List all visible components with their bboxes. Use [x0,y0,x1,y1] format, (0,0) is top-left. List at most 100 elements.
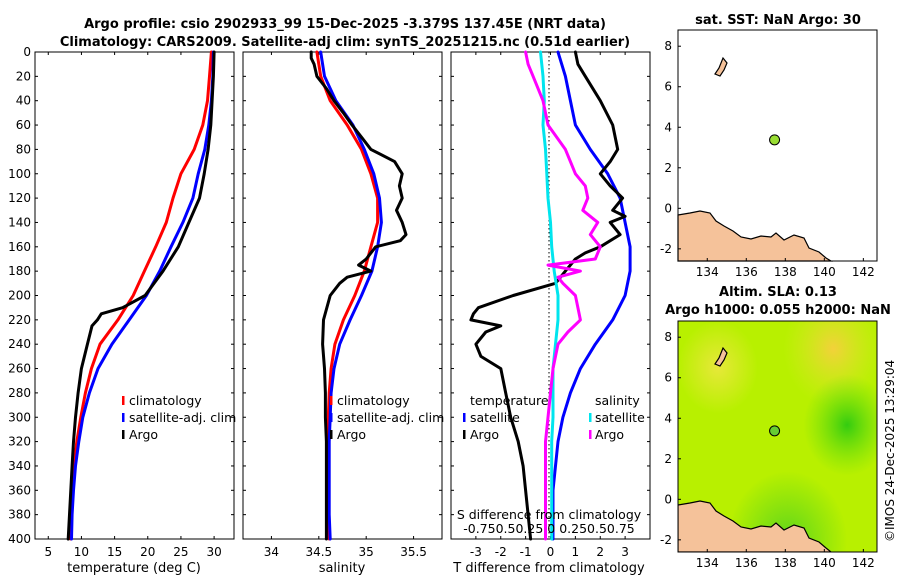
depth-tick-label: 100 [8,167,31,181]
legend-temperature-satellite-swatch [463,413,466,422]
sst-argo-location-marker [769,134,781,146]
difference-xtick-label: 2 [596,545,604,559]
sla-lat-tick-label: -2 [660,533,672,547]
difference-series-t-argo [469,50,627,541]
depth-tick-label: 160 [8,240,31,254]
difference-xtick-label: 1 [572,545,580,559]
s-difference-label: S difference from climatology [457,507,642,522]
depth-tick-label: 120 [8,191,31,205]
sst-lon-tick-label: 142 [852,265,875,279]
temperature-series-climatology [69,50,213,541]
sst-lon-tick-label: 140 [813,265,836,279]
temperature-xtick-label: 25 [173,545,188,559]
sla-lat-tick-label: 2 [664,452,672,466]
sst-island [714,56,728,77]
depth-tick-label: 20 [16,69,31,83]
sla-map-title-1: Altim. SLA: 0.13 [719,285,837,300]
salinity-xtick-label: 34 [264,545,279,559]
depth-tick-label: 80 [16,142,31,156]
temperature-legend-argo-swatch [122,430,125,439]
legend-temperature-satellite: satellite [470,410,520,425]
salinity-legend-argo: Argo [337,427,366,442]
sst-land-mass [677,210,834,262]
difference-series-t-satellite [551,50,632,541]
sst-lat-tick-label: 8 [664,39,672,53]
title-line-2: Climatology: CARS2009. Satellite-adj cli… [60,35,630,50]
legend-salinity-title: salinity [595,393,640,408]
difference-xlabel: T difference from climatology [452,561,645,576]
temperature-legend-satellite-swatch [122,413,125,422]
temperature-legend-climatology-swatch [122,396,125,405]
sst-lat-tick-label: -2 [660,242,672,256]
difference-panel: -3 -2 -1 0 1 2 3 T difference from climatology… [450,50,651,576]
depth-tick-label: 380 [8,508,31,522]
sla-map-panel: Altim. SLA: 0.13 Argo h1000: 0.055 h2000… [660,285,891,570]
depth-tick-label: 280 [8,386,31,400]
depth-tick-label: 200 [8,289,31,303]
depth-tick-label: 140 [8,215,31,229]
sla-lat-tick-label: 4 [664,411,672,425]
sla-lon-tick-label: 138 [774,556,797,570]
legend-salinity-satellite: satellite [595,410,645,425]
temperature-xtick-label: 30 [206,545,221,559]
salinity-legend-argo-swatch [330,430,333,439]
salinity-legend-climatology: climatology [337,393,410,408]
difference-series-s-satellite [539,50,560,541]
depth-tick-label: 60 [16,118,31,132]
legend-temperature-argo-swatch [463,430,466,439]
difference-xtick-label: 0 [547,545,555,559]
sla-lon-tick-label: 142 [852,556,875,570]
sst-map-title: sat. SST: NaN Argo: 30 [695,13,861,28]
sla-map-box [677,320,878,553]
temperature-panel: 0 20 40 60 80 100 120 140 160 180 200 220 240 260 280 3… [8,45,236,576]
salinity-xtick-label: 34.5 [305,545,332,559]
salinity-xtick-label: 35 [359,545,374,559]
sst-lat-tick-label: 2 [664,161,672,175]
depth-tick-label: 300 [8,410,31,424]
sst-lat-tick-label: 0 [664,201,672,215]
depth-tick-label: 340 [8,459,31,473]
temperature-xlabel: temperature (deg C) [67,561,201,576]
salinity-legend-satellite-swatch [330,413,333,422]
sst-lon-tick-label: 138 [774,265,797,279]
legend-salinity-argo-swatch [589,430,592,439]
temperature-xtick-label: 5 [44,545,52,559]
difference-xtick-label: 3 [621,545,629,559]
depth-tick-label: 0 [23,45,31,59]
credit-label: ©IMOS 24-Dec-2025 13:29:04 [883,360,897,542]
difference-legend-salinity: salinity satellite Argo [589,393,645,442]
sla-argo-location-marker [769,425,781,437]
legend-salinity-argo: Argo [595,427,624,442]
salinity-axes-box [242,51,443,540]
salinity-xtick-label: 35.5 [400,545,427,559]
salinity-panel: 34 34.5 35 35.5 salinity climatology satell… [242,50,444,576]
temperature-series-argo [66,50,216,541]
depth-tick-label: 240 [8,337,31,351]
temperature-legend-satellite: satellite-adj. clim [129,410,236,425]
sst-lat-tick-label: 6 [664,80,672,94]
sla-map-title-2: Argo h1000: 0.055 h2000: NaN [665,303,891,318]
sla-lat-tick-label: 0 [664,492,672,506]
depth-tick-label: 40 [16,94,31,108]
difference-xtick-label: -1 [520,545,532,559]
salinity-series-argo [309,50,408,541]
temperature-xtick-label: 10 [74,545,89,559]
sst-lat-tick-label: 4 [664,120,672,134]
sla-lat-tick-label: 6 [664,371,672,385]
sla-lon-tick-label: 134 [696,556,719,570]
sla-lat-tick-label: 8 [664,330,672,344]
depth-tick-label: 220 [8,313,31,327]
salinity-xlabel: salinity [319,561,366,576]
sst-lon-tick-label: 136 [735,265,758,279]
legend-temperature-title: temperature [470,393,549,408]
legend-temperature-argo: Argo [470,427,499,442]
temperature-xtick-label: 15 [107,545,122,559]
s-difference-ticks: -0.750.50.25 0 0.250.50.75 [463,521,635,536]
temperature-legend: climatology satellite-adj. clim Argo [122,393,236,442]
title-line-1: Argo profile: csio 2902933_99 15-Dec-202… [84,17,606,32]
difference-legend-temperature: temperature satellite Argo [463,393,549,442]
temperature-legend-climatology: climatology [129,393,202,408]
temperature-xtick-label: 20 [140,545,155,559]
sst-lon-tick-label: 134 [696,265,719,279]
